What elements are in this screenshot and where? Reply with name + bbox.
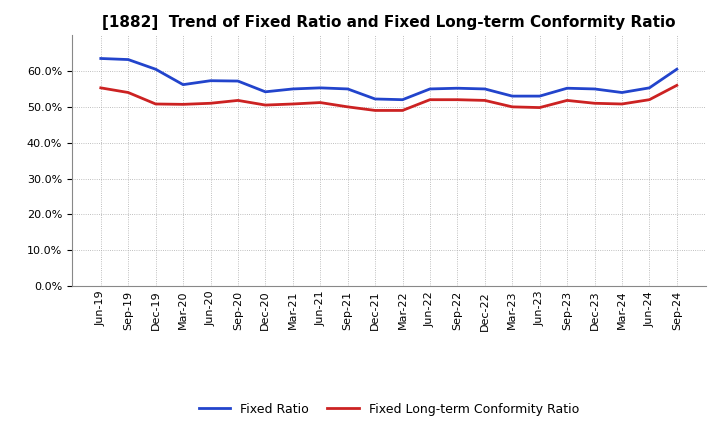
Fixed Long-term Conformity Ratio <box>398 108 407 113</box>
Fixed Long-term Conformity Ratio <box>343 104 352 110</box>
Fixed Long-term Conformity Ratio <box>536 105 544 110</box>
Fixed Ratio <box>453 86 462 91</box>
Fixed Long-term Conformity Ratio <box>426 97 434 103</box>
Line: Fixed Ratio: Fixed Ratio <box>101 59 677 100</box>
Fixed Ratio <box>316 85 325 91</box>
Fixed Long-term Conformity Ratio <box>645 97 654 103</box>
Legend: Fixed Ratio, Fixed Long-term Conformity Ratio: Fixed Ratio, Fixed Long-term Conformity … <box>194 398 584 421</box>
Fixed Ratio <box>480 86 489 92</box>
Fixed Ratio <box>343 86 352 92</box>
Fixed Ratio <box>426 86 434 92</box>
Fixed Ratio <box>179 82 187 87</box>
Fixed Ratio <box>206 78 215 83</box>
Fixed Long-term Conformity Ratio <box>672 83 681 88</box>
Fixed Ratio <box>398 97 407 103</box>
Fixed Ratio <box>96 56 105 61</box>
Fixed Long-term Conformity Ratio <box>480 98 489 103</box>
Fixed Ratio <box>261 89 270 95</box>
Fixed Long-term Conformity Ratio <box>590 101 599 106</box>
Fixed Long-term Conformity Ratio <box>453 97 462 103</box>
Fixed Long-term Conformity Ratio <box>124 90 132 95</box>
Fixed Long-term Conformity Ratio <box>618 101 626 106</box>
Fixed Ratio <box>563 86 572 91</box>
Fixed Long-term Conformity Ratio <box>563 98 572 103</box>
Fixed Ratio <box>590 86 599 92</box>
Fixed Ratio <box>151 66 160 72</box>
Fixed Ratio <box>536 93 544 99</box>
Fixed Long-term Conformity Ratio <box>261 103 270 108</box>
Fixed Ratio <box>618 90 626 95</box>
Fixed Ratio <box>371 96 379 102</box>
Fixed Long-term Conformity Ratio <box>151 101 160 106</box>
Line: Fixed Long-term Conformity Ratio: Fixed Long-term Conformity Ratio <box>101 85 677 110</box>
Fixed Long-term Conformity Ratio <box>289 101 297 106</box>
Fixed Long-term Conformity Ratio <box>96 85 105 91</box>
Fixed Long-term Conformity Ratio <box>371 108 379 113</box>
Title: [1882]  Trend of Fixed Ratio and Fixed Long-term Conformity Ratio: [1882] Trend of Fixed Ratio and Fixed Lo… <box>102 15 675 30</box>
Fixed Long-term Conformity Ratio <box>233 98 242 103</box>
Fixed Ratio <box>124 57 132 62</box>
Fixed Ratio <box>233 78 242 84</box>
Fixed Long-term Conformity Ratio <box>206 101 215 106</box>
Fixed Long-term Conformity Ratio <box>179 102 187 107</box>
Fixed Ratio <box>672 66 681 72</box>
Fixed Long-term Conformity Ratio <box>316 100 325 105</box>
Fixed Ratio <box>508 93 516 99</box>
Fixed Ratio <box>289 86 297 92</box>
Fixed Long-term Conformity Ratio <box>508 104 516 110</box>
Fixed Ratio <box>645 85 654 91</box>
